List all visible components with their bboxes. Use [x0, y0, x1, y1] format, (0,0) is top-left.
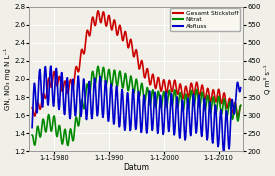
Y-axis label: GN, NO₃ mg N L⁻¹: GN, NO₃ mg N L⁻¹ [4, 48, 11, 110]
Legend: Gesamt Stickstoff, Nitrat, Abfluss: Gesamt Stickstoff, Nitrat, Abfluss [170, 8, 240, 31]
Y-axis label: Q m³ s⁻¹: Q m³ s⁻¹ [264, 64, 271, 94]
X-axis label: Datum: Datum [123, 163, 149, 172]
